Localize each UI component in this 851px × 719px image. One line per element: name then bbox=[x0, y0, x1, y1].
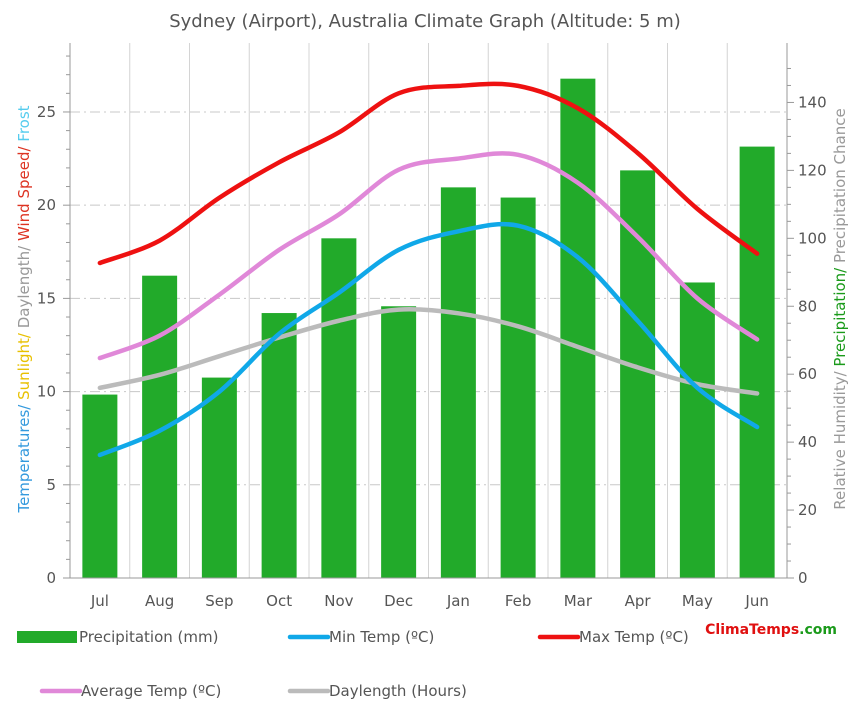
left-axis-ticks: 0 5 10 15 20 25 bbox=[37, 55, 70, 587]
x-tick-label: Mar bbox=[564, 592, 593, 610]
left-axis-label: Temperatures/ Sunlight/ Daylength/ Wind … bbox=[15, 105, 33, 513]
min-temp-line bbox=[97, 221, 760, 458]
axes bbox=[69, 43, 788, 579]
average-temp-line bbox=[97, 151, 760, 361]
right-tick-label: 60 bbox=[798, 365, 817, 383]
right-tick-label: 80 bbox=[798, 297, 817, 315]
left-tick-label: 25 bbox=[37, 103, 56, 121]
right-tick-label: 140 bbox=[798, 93, 827, 111]
brand-logo-part1: ClimaTemps bbox=[705, 622, 799, 638]
chart-title: Sydney (Airport), Australia Climate Grap… bbox=[169, 11, 681, 32]
left-tick-label: 20 bbox=[37, 196, 56, 214]
axis-label-part: Relative Humidity/ bbox=[831, 370, 849, 509]
x-axis-ticks: Jul Aug Sep Oct Nov Dec Jan Feb Mar Apr May Jun bbox=[90, 592, 769, 610]
series-lines bbox=[97, 81, 760, 458]
x-tick-label: Jul bbox=[90, 592, 109, 610]
precipitation-bars bbox=[82, 78, 775, 579]
legend-swatch-precipitation bbox=[17, 631, 77, 643]
axis-label-part: Frost bbox=[15, 105, 33, 146]
x-tick-label: Oct bbox=[266, 592, 292, 610]
axis-label-part: Sunlight/ bbox=[15, 332, 33, 405]
right-tick-label: 20 bbox=[798, 501, 817, 519]
axis-label-part: Daylength/ bbox=[15, 245, 33, 333]
precipitation-bar bbox=[739, 146, 775, 578]
x-tick-label: Apr bbox=[625, 592, 652, 610]
precipitation-bar bbox=[500, 197, 536, 579]
x-tick-label: Feb bbox=[505, 592, 532, 610]
axis-label-part: Precipitation/ bbox=[831, 267, 849, 372]
left-tick-label: 0 bbox=[46, 569, 56, 587]
right-tick-label: 0 bbox=[798, 569, 808, 587]
legend-label: Daylength (Hours) bbox=[329, 682, 467, 700]
axis-label-part: Precipitation Chance bbox=[831, 108, 849, 267]
x-tick-label: May bbox=[682, 592, 713, 610]
right-tick-label: 40 bbox=[798, 433, 817, 451]
precipitation-bar bbox=[261, 313, 297, 578]
left-tick-label: 15 bbox=[37, 289, 56, 307]
x-tick-label: Nov bbox=[324, 592, 353, 610]
left-tick-label: 5 bbox=[46, 476, 56, 494]
precipitation-bar bbox=[142, 275, 178, 578]
brand-logo[interactable]: ClimaTemps.com bbox=[705, 622, 837, 638]
precipitation-bar bbox=[381, 306, 417, 578]
axis-label-part: Temperatures/ bbox=[15, 404, 33, 514]
right-axis-ticks: 0 20 40 60 80 100 120 140 bbox=[787, 67, 827, 587]
precipitation-bar bbox=[620, 170, 656, 578]
right-tick-label: 100 bbox=[798, 229, 827, 247]
precipitation-bar bbox=[560, 78, 596, 579]
legend: Precipitation (mm) Min Temp (ºC) Max Temp … bbox=[17, 628, 689, 700]
x-tick-label: Sep bbox=[205, 592, 233, 610]
precipitation-bar bbox=[201, 377, 237, 578]
precipitation-bar bbox=[679, 282, 715, 578]
precipitation-bar bbox=[321, 238, 357, 579]
legend-label: Max Temp (ºC) bbox=[579, 628, 689, 646]
x-tick-label: Dec bbox=[384, 592, 413, 610]
x-tick-label: Jun bbox=[744, 592, 768, 610]
brand-logo-part2: .com bbox=[799, 622, 837, 638]
precipitation-bar bbox=[440, 187, 476, 578]
axis-label-part: Wind Speed/ bbox=[15, 146, 33, 246]
x-tick-label: Jan bbox=[446, 592, 470, 610]
max-temp-line bbox=[97, 81, 760, 266]
daylength-line bbox=[97, 306, 760, 396]
legend-label: Precipitation (mm) bbox=[79, 628, 218, 646]
legend-label: Average Temp (ºC) bbox=[81, 682, 221, 700]
precipitation-bar bbox=[82, 394, 118, 578]
right-axis-label: Relative Humidity/ Precipitation/ Precip… bbox=[831, 108, 849, 509]
right-tick-label: 120 bbox=[798, 161, 827, 179]
x-tick-label: Aug bbox=[145, 592, 174, 610]
legend-label: Min Temp (ºC) bbox=[329, 628, 434, 646]
left-tick-label: 10 bbox=[37, 383, 56, 401]
